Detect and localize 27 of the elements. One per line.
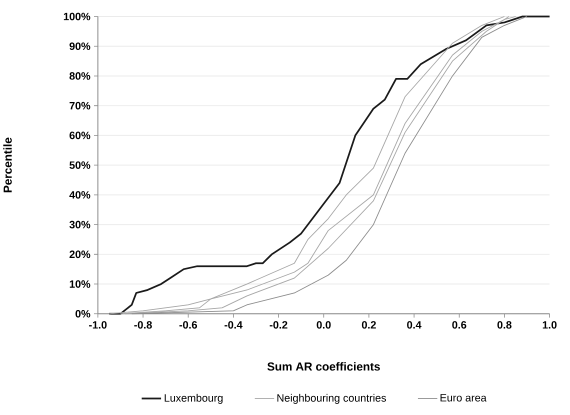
legend-label: Neighbouring countries bbox=[277, 394, 386, 404]
y-tick-label: 10% bbox=[70, 280, 90, 288]
y-tick-label: 80% bbox=[70, 72, 90, 80]
x-axis-title: Sum AR coefficients bbox=[267, 362, 380, 371]
x-tick-label: -0.8 bbox=[134, 321, 152, 329]
x-tick-label: 1.0 bbox=[542, 321, 557, 329]
x-tick-label: -1.0 bbox=[89, 321, 107, 329]
x-tick-label: 0.8 bbox=[497, 321, 512, 329]
x-tick-label: 0.4 bbox=[407, 321, 422, 329]
y-tick-label: 0% bbox=[76, 310, 90, 318]
x-tick-label: -0.2 bbox=[270, 321, 288, 329]
y-tick-label: 60% bbox=[70, 132, 90, 140]
y-tick-label: 90% bbox=[70, 42, 90, 50]
y-tick-label: 50% bbox=[70, 161, 90, 170]
x-tick-label: 0.6 bbox=[452, 321, 466, 329]
y-tick-label: 70% bbox=[70, 102, 90, 110]
legend-label: Euro area bbox=[440, 394, 487, 402]
y-tick-label: 30% bbox=[69, 220, 90, 228]
x-tick-label: -0.6 bbox=[179, 321, 198, 329]
x-tick-label: 0.0 bbox=[316, 321, 331, 329]
legend-label: Luxembourg bbox=[164, 394, 223, 404]
x-tick-label: 0.2 bbox=[362, 321, 376, 329]
y-tick-label: 40% bbox=[69, 191, 90, 199]
x-tick-label: -0.4 bbox=[224, 321, 243, 329]
y-tick-label: 100% bbox=[64, 12, 90, 20]
y-axis-title: Percentile bbox=[3, 138, 12, 192]
y-tick-label: 20% bbox=[70, 250, 90, 258]
